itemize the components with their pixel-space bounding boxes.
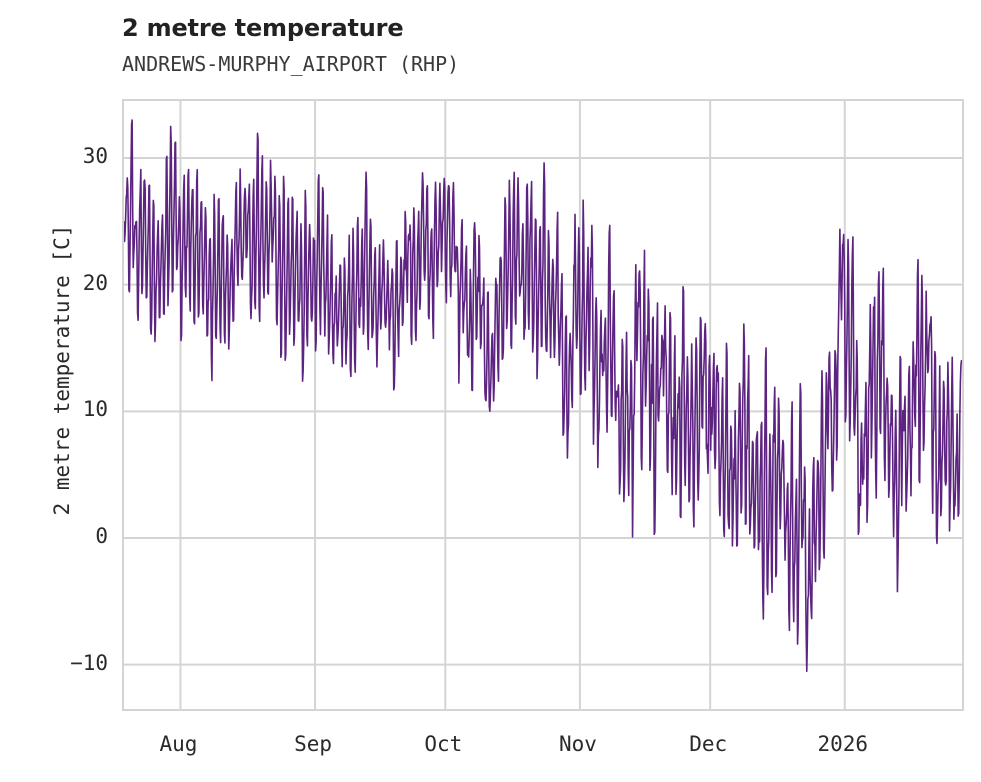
temperature-line [124,119,962,673]
x-tick-label: Oct [424,732,463,756]
temperature-series [124,119,962,673]
x-tick-label: Nov [558,732,597,756]
x-tick-label: Dec [689,732,728,756]
x-tick-label: 2026 [817,732,869,756]
chart-subtitle: ANDREWS-MURPHY_AIRPORT (RHP) [122,52,460,76]
x-tick-label: Sep [294,732,332,756]
temperature-line-plot [124,101,962,709]
x-tick-label: Aug [159,732,198,756]
page-title: 2 metre temperature [122,14,404,42]
y-axis-label: 2 metre temperature [C] [50,224,74,516]
plot-area [122,99,964,711]
